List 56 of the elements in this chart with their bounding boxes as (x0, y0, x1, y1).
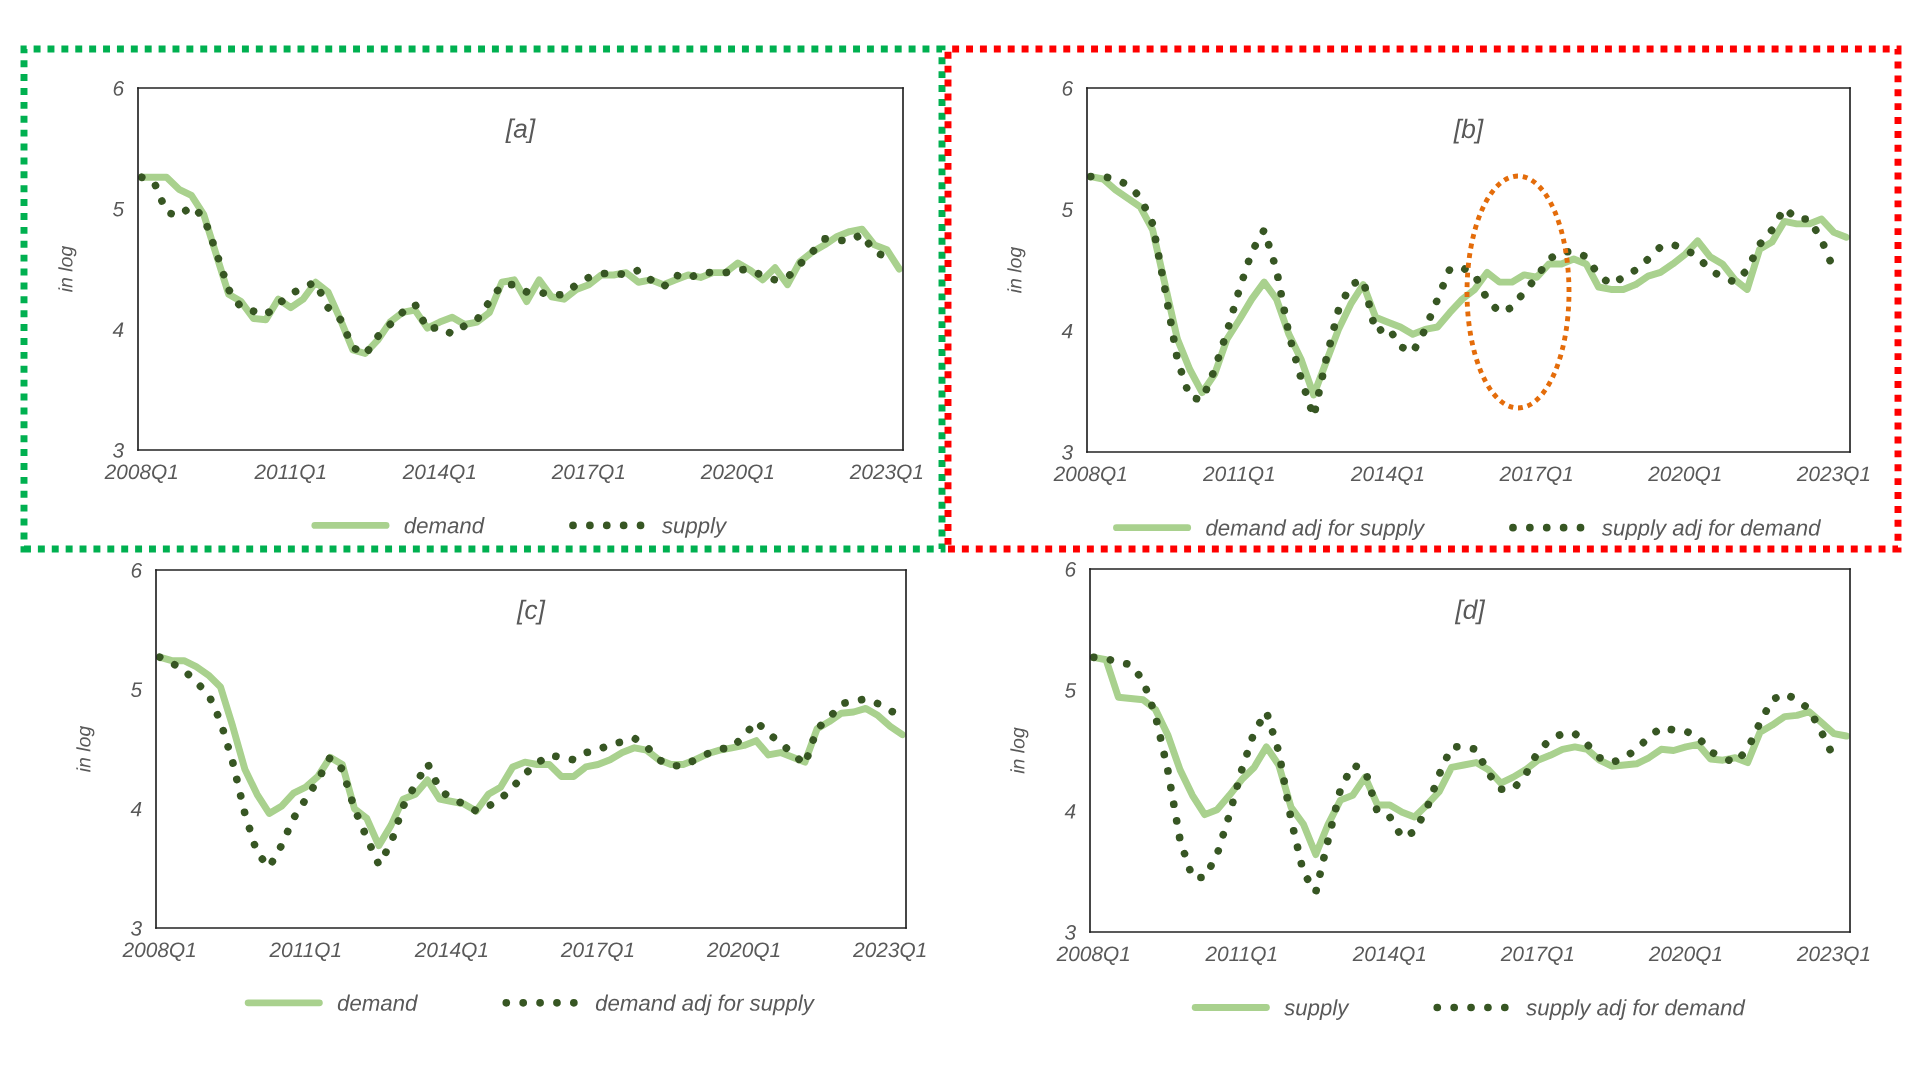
y-axis-title: in log (1007, 246, 1026, 293)
x-tick-label: 2020Q1 (700, 464, 774, 483)
text: [d] (1454, 599, 1486, 625)
x-tick-label: 2017Q1 (1500, 946, 1574, 965)
legend-label: supply adj for demand (1526, 999, 1746, 1020)
x-tick-label: 2023Q1 (1796, 466, 1870, 485)
x-tick-label: 2017Q1 (551, 464, 625, 483)
x-tick-label: 2011Q1 (254, 464, 326, 483)
y-tick-label: 5 (1061, 202, 1074, 218)
x-tick-label: 2020Q1 (1648, 946, 1722, 965)
y-axis-title: in log (58, 245, 77, 292)
legend-label: supply adj for demand (1601, 519, 1822, 541)
x-tick-label: 2008Q1 (104, 464, 178, 483)
x-tick-label: 2014Q1 (1352, 946, 1426, 965)
y-tick-label: 3 (1062, 445, 1073, 460)
y-tick-label: 3 (131, 921, 142, 936)
x-tick-label: 2014Q1 (414, 942, 488, 961)
x-tick-label: 2011Q1 (1205, 946, 1277, 965)
x-tick-label: 2023Q1 (1796, 946, 1870, 965)
x-tick-label: 2011Q1 (1202, 466, 1274, 485)
x-tick-label: 2014Q1 (402, 464, 476, 483)
y-tick-label: 3 (113, 443, 124, 458)
x-tick-label: 2017Q1 (560, 942, 634, 961)
x-tick-label: 2008Q1 (1053, 466, 1127, 485)
y-tick-label: 4 (1064, 804, 1076, 819)
y-tick-label: 4 (112, 322, 124, 337)
y-tick-label: 6 (131, 563, 143, 578)
y-tick-label: 5 (130, 682, 143, 698)
y-tick-label: 5 (1064, 683, 1077, 698)
x-tick-label: 2023Q1 (849, 464, 923, 483)
legend-label: supply (661, 517, 728, 538)
y-tick-label: 6 (1065, 562, 1077, 577)
y-tick-label: 5 (112, 201, 125, 217)
y-tick-label: 4 (1061, 323, 1073, 339)
text: [c] (516, 599, 546, 625)
text: [a] (505, 118, 536, 144)
y-tick-label: 4 (130, 801, 142, 817)
legend-label: demand (404, 517, 485, 534)
y-tick-label: 3 (1065, 925, 1076, 940)
x-tick-label: 2011Q1 (269, 942, 341, 961)
x-tick-label: 2014Q1 (1350, 466, 1424, 485)
y-axis-title: in log (1010, 727, 1029, 774)
x-tick-label: 2008Q1 (122, 942, 195, 961)
x-tick-label: 2008Q1 (1056, 946, 1130, 965)
legend-label: supply (1284, 999, 1350, 1020)
y-tick-label: 6 (1062, 81, 1074, 96)
y-axis-title: in log (76, 725, 95, 772)
text: [b] (1453, 118, 1484, 144)
y-tick-label: 6 (113, 81, 125, 96)
x-tick-label: 2020Q1 (1648, 466, 1721, 485)
x-tick-label: 2020Q1 (706, 942, 780, 961)
legend-label: demand adj for supply (595, 994, 815, 1016)
legend-label: demand adj for supply (1206, 519, 1426, 541)
legend-label: demand (337, 994, 418, 1011)
x-tick-label: 2017Q1 (1499, 466, 1572, 485)
x-tick-label: 2023Q1 (852, 942, 926, 961)
